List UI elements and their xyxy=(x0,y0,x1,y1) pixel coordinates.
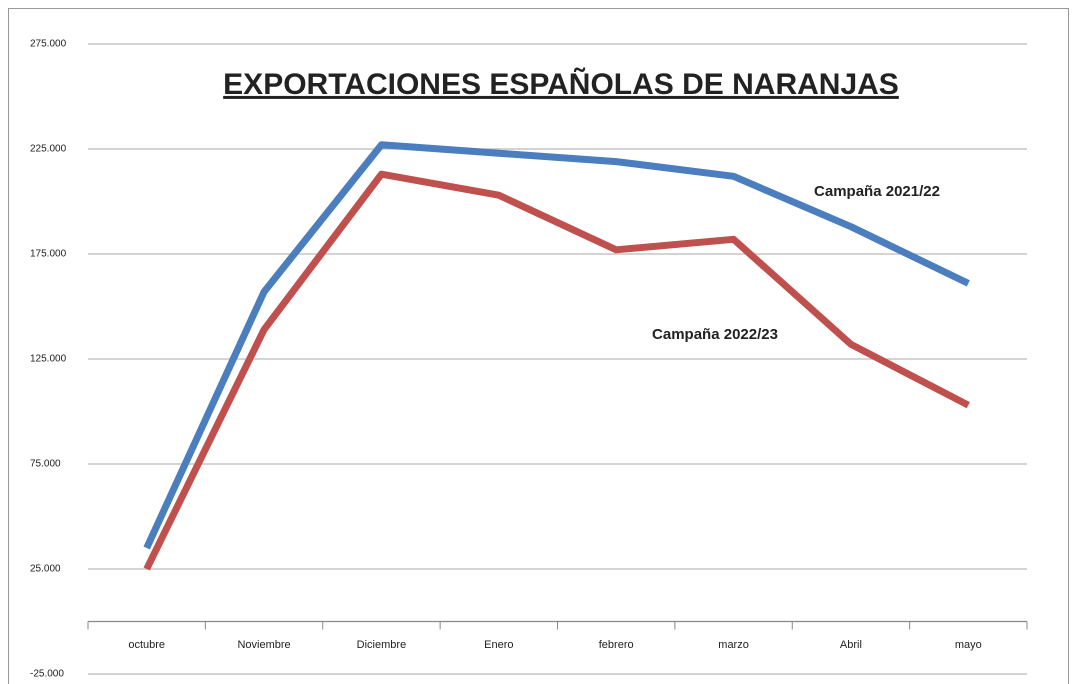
y-tick-label: 175.000 xyxy=(30,249,67,260)
y-tick-label: 125.000 xyxy=(30,354,67,365)
x-tick-label: mayo xyxy=(955,639,982,651)
x-tick-label: marzo xyxy=(718,639,749,651)
frame xyxy=(8,8,1069,684)
series-label: Campaña 2022/23 xyxy=(652,326,778,343)
x-tick-label: Noviembre xyxy=(237,639,290,651)
x-tick-label: octubre xyxy=(128,639,165,651)
series-label: Campaña 2021/22 xyxy=(814,183,940,200)
x-tick-label: febrero xyxy=(599,639,634,651)
series-line xyxy=(143,170,970,571)
x-tick-label: Diciembre xyxy=(357,639,407,651)
y-tick-label: 225.000 xyxy=(30,144,67,155)
chart-title: EXPORTACIONES ESPAÑOLAS DE NARANJAS xyxy=(223,67,899,101)
y-tick-label: 75.000 xyxy=(30,459,61,470)
y-tick-label: 25.000 xyxy=(30,564,61,575)
y-tick-label: 275.000 xyxy=(30,39,67,50)
x-tick-label: Abril xyxy=(840,639,862,651)
series-line xyxy=(143,141,970,550)
y-tick-label: -25.000 xyxy=(30,669,64,680)
x-tick-label: Enero xyxy=(484,639,513,651)
